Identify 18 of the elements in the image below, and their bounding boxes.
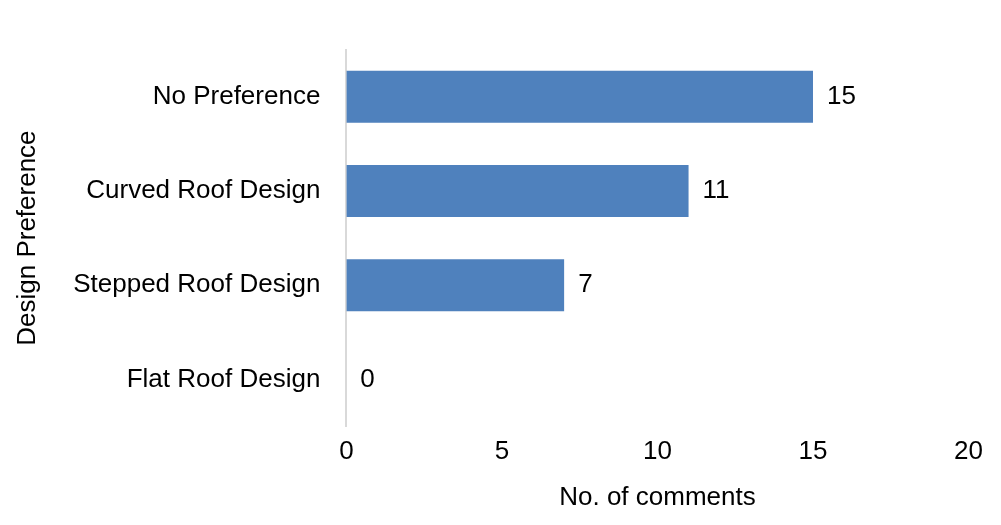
x-tick-label: 15 xyxy=(798,435,828,466)
x-axis-title: No. of comments xyxy=(559,480,756,511)
data-label: 11 xyxy=(702,174,730,205)
x-tick-label: 0 xyxy=(339,435,354,466)
data-label: 15 xyxy=(827,79,856,110)
y-tick-label: No Preference xyxy=(152,79,321,110)
y-axis-title: Design Preference xyxy=(10,130,41,346)
y-tick-label: Flat Roof Design xyxy=(126,362,321,393)
x-tick-label: 10 xyxy=(642,435,672,466)
data-label: 0 xyxy=(360,362,375,393)
x-tick-label: 20 xyxy=(954,435,983,466)
x-tick-label: 5 xyxy=(494,435,510,466)
bar xyxy=(346,70,813,123)
data-label: 7 xyxy=(578,268,593,299)
y-tick-label: Curved Roof Design xyxy=(86,174,321,205)
y-tick-label: Stepped Roof Design xyxy=(73,268,321,299)
bar xyxy=(346,165,689,217)
bar xyxy=(346,259,565,312)
